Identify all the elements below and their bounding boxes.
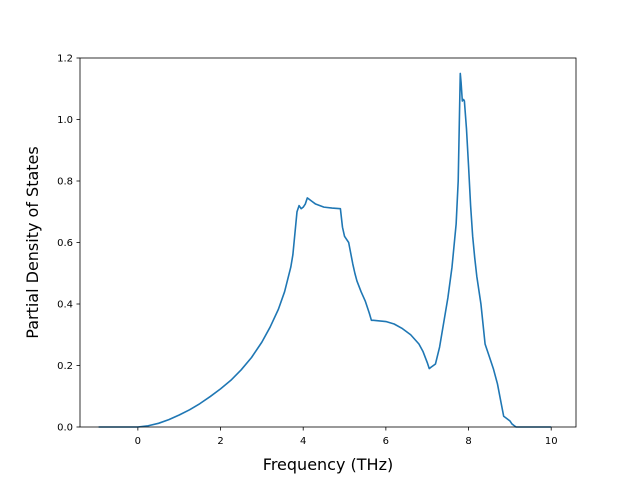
x-tick-label: 4	[300, 436, 306, 447]
x-tick-label: 8	[465, 436, 471, 447]
y-tick-label: 0.6	[57, 238, 73, 249]
y-tick-label: 0.4	[57, 300, 73, 311]
plot-frame	[79, 57, 577, 428]
y-axis-ticks: 0.0 0.2 0.4 0.6 0.8 1.0 1.2	[57, 54, 80, 434]
y-tick-label: 1.0	[57, 115, 73, 126]
y-tick-label: 0.8	[57, 177, 73, 188]
x-tick-label: 6	[383, 436, 389, 447]
x-tick-label: 2	[217, 436, 223, 447]
y-tick-label: 0.0	[57, 423, 73, 434]
x-tick-label: 10	[545, 436, 558, 447]
pdos-series-line	[98, 72, 552, 428]
x-tick-label: 0	[135, 436, 141, 447]
x-axis-ticks: 0 2 4 6 8 10	[135, 427, 558, 447]
y-axis-label: Partial Density of States	[23, 146, 42, 338]
plot-background	[80, 58, 576, 427]
x-axis-label: Frequency (THz)	[263, 455, 393, 474]
y-tick-label: 0.2	[57, 361, 73, 372]
y-tick-label: 1.2	[57, 54, 73, 65]
